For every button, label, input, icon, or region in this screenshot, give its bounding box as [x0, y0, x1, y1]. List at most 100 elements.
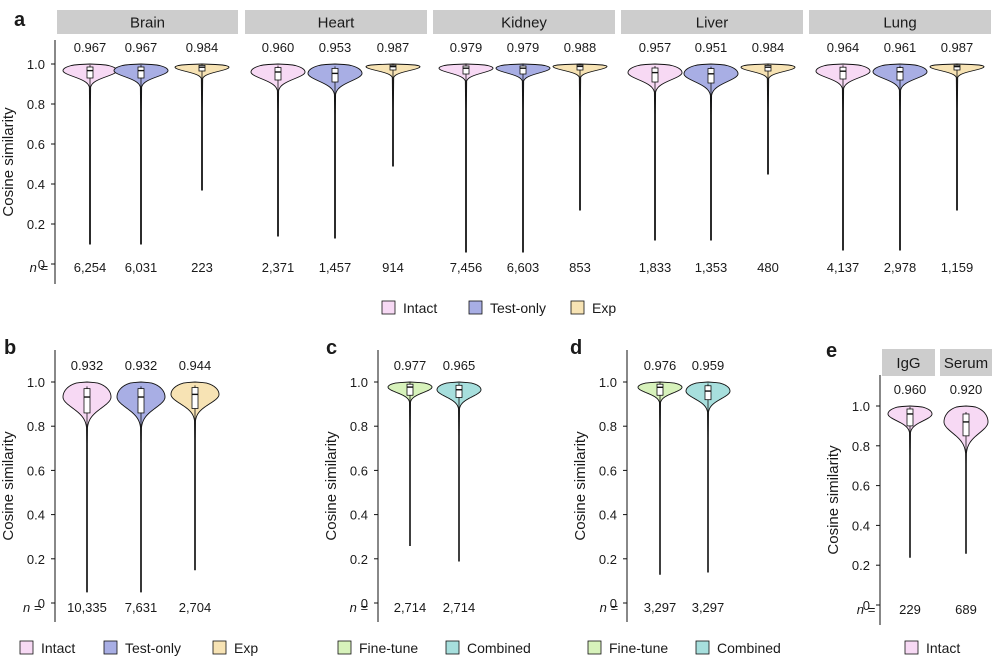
violin-box — [198, 65, 206, 72]
y-tick-label: 0 — [863, 598, 870, 613]
legend-label: Combined — [717, 640, 781, 656]
violin-group: 0.960 229 n = — [857, 382, 933, 617]
median-label: 0.953 — [319, 40, 352, 55]
facet-header-label: Kidney — [501, 15, 547, 32]
panel-letter: b — [4, 337, 16, 359]
legend-swatch — [904, 640, 919, 655]
median-label: 0.967 — [74, 40, 107, 55]
panel-letter: e — [826, 340, 837, 362]
violin-group: 0.951 1,353 — [683, 40, 739, 275]
n-count-label: 1,159 — [941, 260, 974, 275]
n-count-label: 2,371 — [262, 260, 295, 275]
violin-box — [839, 66, 847, 80]
median-label: 0.920 — [950, 382, 983, 397]
facet-header-label: Lung — [883, 15, 916, 32]
median-label: 0.961 — [884, 40, 917, 55]
y-tick-label: 0 — [361, 596, 368, 611]
legend-swatch — [445, 640, 460, 655]
y-tick-label: 1.0 — [852, 399, 870, 414]
y-axis-label: Cosine similarity — [825, 445, 842, 555]
n-count-label: 7,631 — [125, 600, 158, 615]
median-label: 0.944 — [179, 358, 212, 373]
y-tick-label: 0 — [38, 257, 45, 272]
violin-group: 0.932 10,335 n = — [23, 358, 112, 615]
legend-label: Combined — [467, 640, 531, 656]
y-tick-label: 0.8 — [599, 419, 617, 434]
violin-box — [656, 383, 664, 396]
y-tick-label: 0.8 — [852, 439, 870, 454]
panel-letter: a — [14, 9, 26, 31]
n-prefix-label: n = — [857, 602, 876, 617]
median-label: 0.984 — [186, 40, 219, 55]
n-count-label: 2,704 — [179, 600, 212, 615]
violin-group: 0.953 1,457 — [307, 40, 363, 275]
violin-group: 0.984 223 — [174, 40, 230, 275]
median-label: 0.976 — [644, 358, 677, 373]
violin-box — [86, 66, 94, 79]
n-count-label: 2,978 — [884, 260, 917, 275]
y-tick-label: 0.6 — [599, 463, 617, 478]
median-label: 0.979 — [507, 40, 540, 55]
legend-swatch — [337, 640, 352, 655]
violin-group: 0.967 6,254 n = — [30, 40, 118, 275]
y-tick-label: 0.2 — [27, 552, 45, 567]
legend-swatch — [19, 640, 34, 655]
violin-box — [389, 64, 397, 71]
violin-group: 0.965 2,714 — [436, 358, 482, 615]
median-label: 0.932 — [71, 358, 104, 373]
facet-header-label: Serum — [944, 355, 988, 372]
violin-group: 0.976 3,297 n = — [600, 358, 683, 615]
n-count-label: 229 — [899, 602, 921, 617]
n-count-label: 6,031 — [125, 260, 158, 275]
legend-label: Intact — [926, 640, 960, 656]
violin-box — [651, 67, 659, 83]
violin-group: 0.984 480 — [740, 40, 796, 275]
y-tick-label: 1.0 — [27, 57, 45, 72]
panel-d: d 0 0.2 0.4 0.6 0.8 1.0 Cosine similarity 0.976 3… — [570, 337, 781, 656]
facet-header-label: Liver — [696, 15, 729, 32]
facet-header — [882, 349, 935, 376]
n-count-label: 10,335 — [67, 600, 107, 615]
median-label: 0.967 — [125, 40, 158, 55]
panel-e: e 0 0.2 0.4 0.6 0.8 1.0 Cosine similarity IgG Ser… — [825, 340, 992, 656]
violin-box — [191, 387, 199, 409]
violin-group: 0.920 689 — [943, 382, 989, 617]
violin-box — [331, 68, 339, 83]
median-label: 0.988 — [564, 40, 597, 55]
y-tick-label: 0.6 — [27, 137, 45, 152]
y-tick-label: 0 — [610, 596, 617, 611]
median-label: 0.987 — [377, 40, 410, 55]
violin-box — [137, 66, 145, 79]
facet-header — [940, 349, 992, 376]
violin-box — [137, 388, 145, 414]
n-count-label: 2,714 — [394, 600, 427, 615]
y-tick-label: 1.0 — [599, 375, 617, 390]
y-tick-label: 0 — [38, 596, 45, 611]
facet-header — [621, 10, 803, 34]
violin-box — [953, 64, 961, 71]
violin-group: 0.987 914 — [365, 40, 421, 275]
facet-header-label: IgG — [896, 355, 920, 372]
n-count-label: 4,137 — [827, 260, 860, 275]
violin-group: 0.944 2,704 — [170, 358, 220, 615]
y-tick-label: 1.0 — [350, 375, 368, 390]
y-tick-label: 0.4 — [27, 177, 45, 192]
violin-group: 0.960 2,371 — [250, 40, 306, 275]
violin-box — [462, 65, 470, 75]
n-count-label: 689 — [955, 602, 977, 617]
y-tick-label: 0.6 — [852, 479, 870, 494]
violin-box — [519, 65, 527, 75]
median-label: 0.957 — [639, 40, 672, 55]
n-prefix-label: n = — [350, 600, 369, 615]
violin-group: 0.932 7,631 — [116, 358, 166, 615]
panel-a: a 0 0.2 0.4 0.6 0.8 1.0 Cosine similarity Brain H… — [0, 9, 991, 316]
violin-box — [704, 385, 712, 401]
median-label: 0.959 — [692, 358, 725, 373]
n-count-label: 7,456 — [450, 260, 483, 275]
median-label: 0.960 — [894, 382, 927, 397]
n-count-label: 1,833 — [639, 260, 672, 275]
panel-letter: d — [570, 337, 582, 359]
legend-label: Exp — [592, 300, 616, 316]
legend-swatch — [570, 300, 585, 315]
n-count-label: 853 — [569, 260, 591, 275]
